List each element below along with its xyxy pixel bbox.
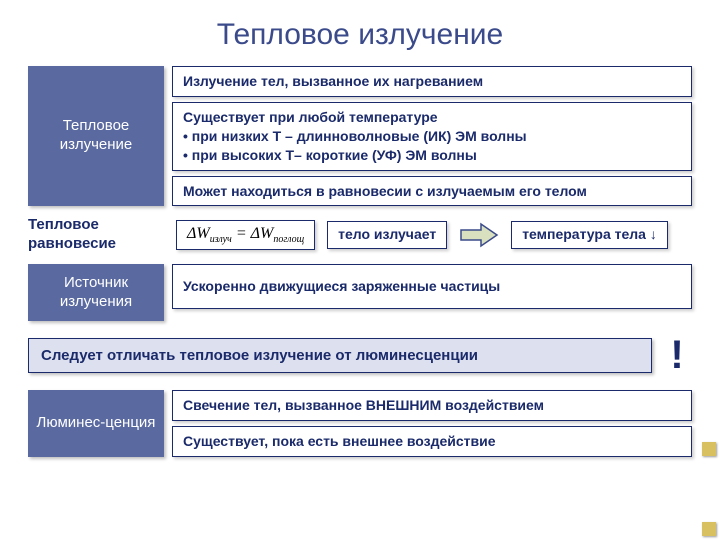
slide-title: Тепловое излучение: [0, 0, 720, 66]
thermal-bullet-low: при низких Т – длинноволновые (ИК) ЭМ во…: [183, 127, 681, 146]
luminescence-label: Люминес-ценция: [28, 390, 164, 457]
thermal-exists: Существует при любой температуре при низ…: [172, 102, 692, 171]
body-emits-box: тело излучает: [327, 221, 447, 249]
thermal-bullet-high: при высоких Т– короткие (УФ) ЭМ волны: [183, 146, 681, 165]
accent-square-icon: [702, 522, 716, 536]
formula-dw2: ΔW: [251, 225, 274, 242]
formula-sub2: поглощ: [273, 234, 304, 245]
warning-box: Следует отличать тепловое излучение от л…: [28, 338, 652, 373]
warning-row: Следует отличать тепловое излучение от л…: [28, 333, 692, 378]
formula-sub1: излуч: [210, 234, 232, 245]
formula-dw1: ΔW: [187, 225, 210, 242]
equilibrium-formula: ΔWизлуч = ΔWпоглощ: [176, 220, 315, 250]
luminescence-exists: Существует, пока есть внешнее воздействи…: [172, 426, 692, 457]
arrow-right-icon: [459, 222, 499, 248]
thermal-equilibrium-note: Может находиться в равновесии с излучаем…: [172, 176, 692, 207]
temperature-drops-box: температура тела ↓: [511, 221, 668, 249]
thermal-exists-header: Существует при любой температуре: [183, 108, 681, 127]
thermal-stack: Излучение тел, вызванное их нагреванием …: [172, 66, 692, 206]
formula-eq: =: [232, 225, 251, 242]
thermal-row: Тепловое излучение Излучение тел, вызван…: [28, 66, 692, 206]
equilibrium-label: Тепловое равновесие: [28, 216, 164, 254]
source-text: Ускоренно движущиеся заряженные частицы: [172, 264, 692, 309]
thermal-definition: Излучение тел, вызванное их нагреванием: [172, 66, 692, 97]
accent-square-icon: [702, 442, 716, 456]
luminescence-definition: Свечение тел, вызванное ВНЕШНИМ воздейст…: [172, 390, 692, 421]
thermal-label: Тепловое излучение: [28, 66, 164, 206]
exclamation-icon: !: [662, 333, 692, 378]
equilibrium-row: Тепловое равновесие ΔWизлуч = ΔWпоглощ т…: [28, 216, 692, 254]
luminescence-row: Люминес-ценция Свечение тел, вызванное В…: [28, 390, 692, 457]
source-label: Источник излучения: [28, 264, 164, 322]
source-row: Источник излучения Ускоренно движущиеся …: [28, 264, 692, 322]
